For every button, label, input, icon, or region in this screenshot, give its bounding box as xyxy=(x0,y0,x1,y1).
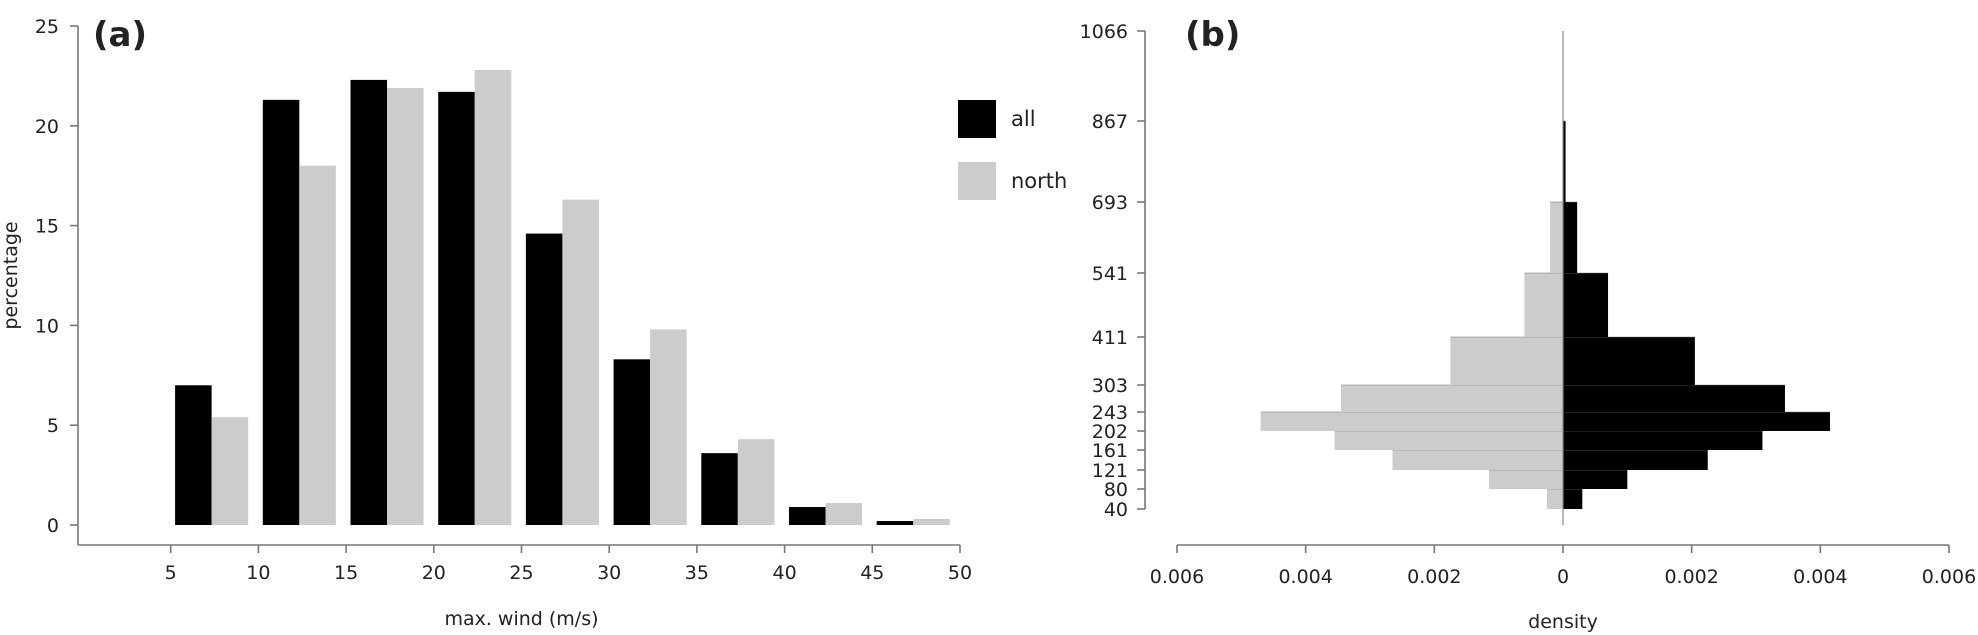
legend-swatch-all xyxy=(958,100,996,138)
density-tick-label: 0.004 xyxy=(1793,566,1847,588)
y-tick-label: 5 xyxy=(47,415,59,437)
y-tick-label: 15 xyxy=(35,216,59,238)
y-tick-label-b: 161 xyxy=(1092,440,1128,462)
bin-left-40-80 xyxy=(1546,489,1563,509)
bar-north-10-15 xyxy=(299,165,336,525)
density-tick-label: 0.004 xyxy=(1278,566,1332,588)
bar-all-40-45 xyxy=(788,507,826,525)
bin-right-121-161 xyxy=(1563,450,1708,470)
y-tick-label-b: 243 xyxy=(1092,402,1128,424)
y-tick-label-b: 40 xyxy=(1104,499,1128,521)
y-tick-label: 0 xyxy=(47,515,59,537)
bin-left-303-411 xyxy=(1450,337,1563,385)
y-tick-label-b: 303 xyxy=(1092,375,1128,397)
legend-swatch-north xyxy=(958,162,996,200)
y-tick-label-b: 541 xyxy=(1092,263,1128,285)
bar-north-30-35 xyxy=(650,329,687,525)
y-tick-label: 25 xyxy=(35,16,59,38)
bin-right-693-867 xyxy=(1563,121,1566,202)
bar-north-40-45 xyxy=(825,503,863,525)
x-tick-label: 10 xyxy=(246,562,270,584)
bin-left-411-541 xyxy=(1524,273,1563,337)
density-tick-label: 0.006 xyxy=(1922,566,1976,588)
bin-right-202-243 xyxy=(1563,412,1830,431)
density-tick-label: 0.006 xyxy=(1150,566,1204,588)
legend-label-all: all xyxy=(1011,107,1036,131)
bin-right-40-80 xyxy=(1563,489,1583,509)
bin-right-411-541 xyxy=(1563,273,1609,337)
x-tick-label: 40 xyxy=(773,562,797,584)
x-tick-label: 30 xyxy=(597,562,621,584)
bin-left-161-202 xyxy=(1334,431,1563,450)
bar-all-30-35 xyxy=(613,359,651,525)
bin-left-202-243 xyxy=(1260,412,1563,431)
x-tick-label: 25 xyxy=(509,562,533,584)
bin-right-80-121 xyxy=(1563,470,1628,489)
y-axis-label: percentage xyxy=(0,221,22,329)
panel-label-a: (a) xyxy=(93,15,147,55)
x-tick-label: 45 xyxy=(860,562,884,584)
bar-north-45-50 xyxy=(913,519,950,525)
x-tick-label: 20 xyxy=(422,562,446,584)
y-tick-label-b: 1066 xyxy=(1080,21,1128,43)
x-tick-label: 35 xyxy=(685,562,709,584)
bin-left-80-121 xyxy=(1489,470,1563,489)
y-tick-label: 20 xyxy=(35,116,59,138)
y-tick-label-b: 867 xyxy=(1092,111,1128,133)
legend-label-north: north xyxy=(1011,169,1067,193)
y-tick-label-b: 411 xyxy=(1092,327,1128,349)
bar-all-25-30 xyxy=(525,233,563,526)
density-tick-label: 0.002 xyxy=(1664,566,1718,588)
y-tick-label: 10 xyxy=(35,315,59,337)
bar-all-20-25 xyxy=(438,91,475,526)
y-tick-label-b: 693 xyxy=(1092,192,1128,214)
bar-north-5-10 xyxy=(211,417,249,525)
x-tick-label: 50 xyxy=(948,562,972,584)
bin-right-541-693 xyxy=(1563,202,1578,273)
y-tick-label-b: 121 xyxy=(1092,460,1128,482)
y-tick-label-b: 80 xyxy=(1104,479,1128,501)
bar-all-15-20 xyxy=(350,79,388,525)
bin-left-121-161 xyxy=(1392,450,1563,470)
bin-right-161-202 xyxy=(1563,431,1763,450)
bar-all-35-40 xyxy=(701,453,738,525)
x-axis-label: max. wind (m/s) xyxy=(444,608,598,630)
density-axis-label: density xyxy=(1528,611,1598,633)
bar-all-10-15 xyxy=(262,99,300,526)
x-tick-label: 15 xyxy=(334,562,358,584)
x-tick-label: 5 xyxy=(165,562,177,584)
bar-north-35-40 xyxy=(737,439,775,525)
bar-all-5-10 xyxy=(175,385,212,525)
bar-north-20-25 xyxy=(474,69,512,526)
density-tick-label: 0.002 xyxy=(1407,566,1461,588)
bar-north-15-20 xyxy=(387,87,424,525)
bin-right-303-411 xyxy=(1563,337,1695,385)
bar-north-25-30 xyxy=(562,199,599,526)
bin-left-243-303 xyxy=(1341,385,1563,412)
y-tick-label-b: 202 xyxy=(1092,421,1128,443)
bin-right-243-303 xyxy=(1563,385,1785,412)
bar-all-45-50 xyxy=(876,521,914,525)
panel-label-b: (b) xyxy=(1185,15,1240,55)
density-tick-label: 0 xyxy=(1557,566,1569,588)
bin-left-541-693 xyxy=(1550,202,1563,273)
